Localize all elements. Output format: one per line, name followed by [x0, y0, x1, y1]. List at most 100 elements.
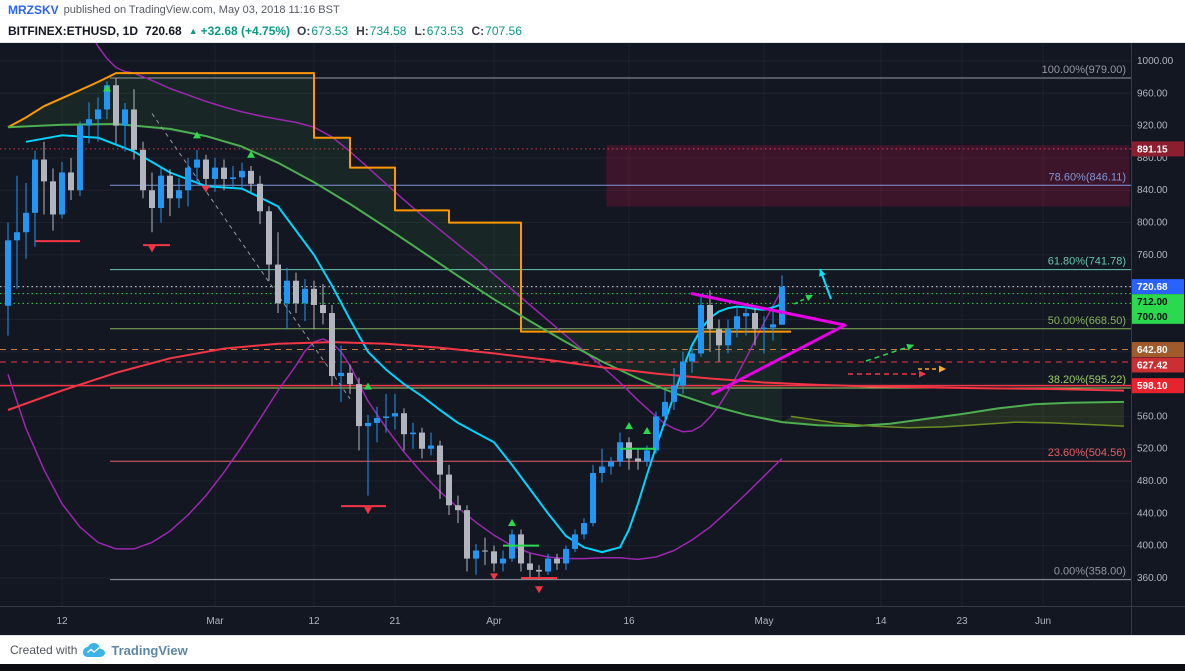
candle-body: [104, 85, 110, 110]
price-label-box[interactable]: [1132, 342, 1184, 358]
candle-body: [419, 432, 425, 449]
supply-zone-box[interactable]: [606, 145, 1130, 207]
price-axis-tick[interactable]: 480.00: [1137, 476, 1168, 487]
candle-body: [698, 304, 704, 354]
candle-body: [23, 212, 29, 233]
candle-body: [257, 183, 263, 212]
up-triangle-icon: ▲: [188, 26, 198, 36]
price-axis-tick[interactable]: 520.00: [1137, 444, 1168, 455]
time-axis-label[interactable]: 12: [308, 616, 320, 627]
triangle-pattern-line[interactable]: [690, 292, 847, 327]
candle-body: [743, 313, 749, 317]
candle-body: [320, 304, 326, 314]
price-label-text: 720.68: [1137, 282, 1168, 293]
price-axis-tick[interactable]: 920.00: [1137, 121, 1168, 132]
sell-marker-icon[interactable]: [490, 573, 498, 581]
price-label-text: 627.42: [1137, 360, 1168, 371]
candle-body: [617, 442, 623, 462]
fib-level-label: 78.60%(846.11): [1049, 171, 1126, 183]
candle-body: [239, 170, 245, 178]
candle-body: [311, 288, 317, 305]
ichimoku-senkou-b-orange: [7, 72, 791, 333]
tradingview-brand[interactable]: TradingView: [111, 642, 188, 658]
candle-body: [401, 413, 407, 435]
candle-body: [77, 125, 83, 191]
candle-body: [752, 313, 758, 330]
fib-level-label: 23.60%(504.56): [1048, 447, 1126, 459]
chart-canvas[interactable]: 100.00%(979.00) 78.60%(846.11) 61.80%(741.…: [0, 43, 1185, 635]
sell-marker-icon[interactable]: [535, 586, 543, 594]
symbol-title[interactable]: BITFINEX:ETHUSD, 1D: [8, 24, 139, 38]
candle-body: [131, 109, 137, 150]
last-price: 720.68: [145, 24, 182, 38]
candle-body: [338, 372, 344, 377]
candle-body: [644, 450, 650, 462]
price-axis-tick[interactable]: 1000.00: [1137, 56, 1174, 67]
buy-marker-icon[interactable]: [247, 150, 255, 158]
candle-body: [221, 167, 227, 179]
price-axis-tick[interactable]: 560.00: [1137, 411, 1168, 422]
price-axis-tick[interactable]: 360.00: [1137, 573, 1168, 584]
triangle-pattern-line[interactable]: [711, 323, 847, 396]
candle-body: [293, 280, 299, 304]
candle-body: [779, 286, 785, 325]
buy-marker-icon[interactable]: [643, 426, 651, 434]
price-label-text: 642.80: [1137, 345, 1168, 356]
candle-body: [5, 240, 11, 306]
price-label-box[interactable]: [1132, 357, 1184, 373]
candle-body: [563, 548, 569, 564]
candle-body: [113, 85, 119, 126]
buy-marker-icon[interactable]: [508, 519, 516, 527]
annotation-arrow[interactable]: [865, 344, 915, 362]
candle-body: [230, 177, 236, 179]
candle-body: [32, 159, 38, 213]
candle-body: [770, 324, 776, 328]
price-label-box[interactable]: [1132, 294, 1184, 310]
candle-body: [176, 190, 182, 199]
candle-body: [446, 474, 452, 506]
price-chart[interactable]: 100.00%(979.00) 78.60%(846.11) 61.80%(741.…: [0, 43, 1185, 635]
price-axis-tick[interactable]: 760.00: [1137, 250, 1168, 261]
buy-marker-icon[interactable]: [193, 131, 201, 139]
candle-body: [194, 159, 200, 168]
time-axis-label[interactable]: 16: [623, 616, 635, 627]
buy-marker-icon[interactable]: [625, 422, 633, 430]
buy-marker-icon[interactable]: [364, 382, 372, 390]
sell-marker-icon[interactable]: [148, 245, 156, 253]
price-label-text: 700.00: [1137, 312, 1168, 323]
time-axis-label[interactable]: Apr: [486, 616, 502, 627]
price-axis-tick[interactable]: 960.00: [1137, 88, 1168, 99]
price-change: ▲ +32.68 (+4.75%): [189, 24, 290, 38]
time-axis-label[interactable]: 12: [56, 616, 68, 627]
sell-marker-icon[interactable]: [364, 507, 372, 515]
buy-marker-icon[interactable]: [103, 84, 111, 92]
price-axis-tick[interactable]: 800.00: [1137, 218, 1168, 229]
author-name[interactable]: MRZSKV: [8, 3, 59, 17]
close-label: C:: [471, 24, 485, 38]
price-axis-tick[interactable]: 440.00: [1137, 508, 1168, 519]
candle-body: [428, 445, 434, 449]
time-axis-label[interactable]: 23: [956, 616, 968, 627]
time-axis-label[interactable]: May: [755, 616, 774, 627]
price-label-box[interactable]: [1132, 279, 1184, 295]
price-label-box[interactable]: [1132, 308, 1184, 324]
candle-body: [590, 472, 596, 524]
symbol-bar: BITFINEX:ETHUSD, 1D 720.68 ▲ +32.68 (+4.…: [0, 20, 1185, 43]
fib-level-label: 50.00%(668.50): [1048, 315, 1126, 327]
publish-info: published on TradingView.com, May 03, 20…: [63, 4, 340, 16]
price-label-box[interactable]: [1132, 141, 1184, 157]
price-label-box[interactable]: [1132, 378, 1184, 394]
candle-body: [761, 327, 767, 330]
sell-marker-icon[interactable]: [202, 185, 210, 193]
time-axis-label[interactable]: 21: [389, 616, 401, 627]
time-axis-label[interactable]: Mar: [206, 616, 224, 627]
candle-body: [356, 384, 362, 427]
price-axis-tick[interactable]: 880.00: [1137, 153, 1168, 164]
time-axis-label[interactable]: 14: [875, 616, 887, 627]
candle-body: [365, 422, 371, 427]
candle-body: [707, 304, 713, 330]
candle-body: [554, 558, 560, 564]
price-axis-tick[interactable]: 840.00: [1137, 185, 1168, 196]
price-axis-tick[interactable]: 400.00: [1137, 541, 1168, 552]
time-axis-label[interactable]: Jun: [1035, 616, 1051, 627]
